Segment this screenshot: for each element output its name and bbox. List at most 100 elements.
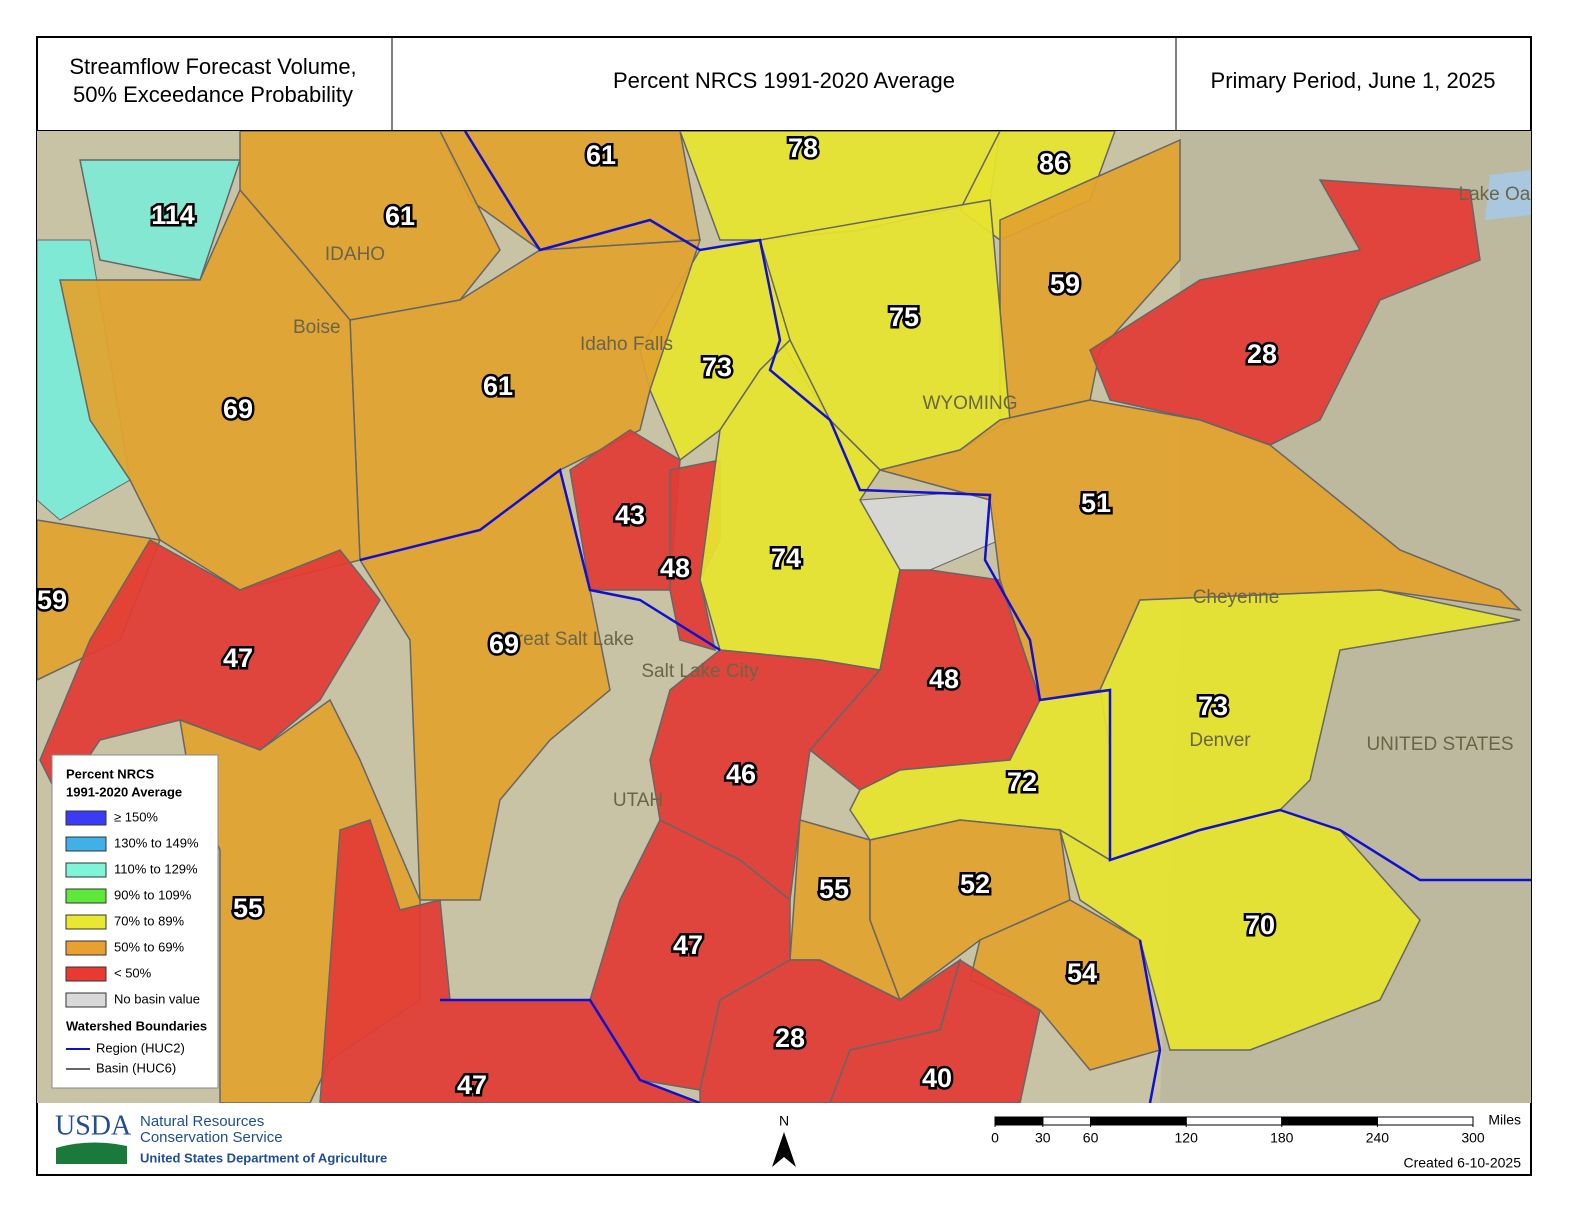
place-name: Boise: [293, 317, 341, 338]
legend-swatch: [65, 862, 107, 878]
north-arrow: [772, 1132, 796, 1167]
scale-segment: [994, 1116, 1044, 1126]
legend-title: Percent NRCS: [66, 766, 154, 781]
place-name: Salt Lake City: [641, 661, 759, 682]
scale-label: 60: [1083, 1130, 1099, 1146]
scale-segment: [1185, 1116, 1283, 1126]
scale-segment: [1042, 1116, 1092, 1126]
basin-value: 48: [660, 553, 690, 583]
basin-value: 70: [1245, 910, 1275, 940]
basin-value: 75: [889, 302, 919, 332]
basin-value: 40: [922, 1063, 952, 1093]
scale-unit: Miles: [1488, 1112, 1521, 1128]
subtitle: Percent NRCS 1991-2020 Average: [613, 68, 955, 93]
legend-label: ≥ 150%: [114, 809, 158, 824]
title: 50% Exceedance Probability: [73, 82, 353, 107]
basin-value: 55: [819, 874, 849, 904]
basin-value: 61: [586, 140, 616, 170]
legend-label: Region (HUC2): [96, 1040, 185, 1055]
legend-title: 1991-2020 Average: [66, 784, 182, 799]
basin-value: 59: [37, 585, 67, 615]
basin-value: 114: [151, 200, 195, 230]
legend-swatch: [65, 940, 107, 956]
agency: Conservation Service: [140, 1129, 283, 1146]
basin-value: 52: [960, 869, 990, 899]
scale-label: 240: [1366, 1130, 1390, 1146]
basin-value: 47: [457, 1070, 487, 1100]
legend-label: Basin (HUC6): [96, 1060, 176, 1075]
place-name: Lake Oahe: [1459, 184, 1552, 205]
basin-value: 51: [1081, 488, 1111, 518]
legend-swatch: [65, 836, 107, 852]
basin-value: 61: [385, 201, 415, 231]
scale-label: 180: [1270, 1130, 1294, 1146]
basin-value: 69: [489, 629, 519, 659]
department: United States Department of Agriculture: [140, 1150, 387, 1165]
logo-field: [56, 1142, 127, 1164]
basin-value: 48: [929, 664, 959, 694]
scale-label: 300: [1461, 1130, 1485, 1146]
scale-segment: [1376, 1116, 1474, 1126]
legend-label: 110% to 129%: [114, 861, 198, 876]
place-name: IDAHO: [325, 244, 385, 265]
usda-logo: USDA: [55, 1110, 132, 1141]
scale-label: 30: [1035, 1130, 1051, 1146]
basin-value: 78: [788, 133, 818, 163]
place-name: Denver: [1189, 730, 1251, 751]
place-name: UTAH: [613, 790, 663, 811]
place-name: Great Salt Lake: [502, 629, 634, 650]
basin: [829, 958, 1041, 1103]
place-name: Cheyenne: [1193, 587, 1280, 608]
place-name: Idaho Falls: [580, 334, 673, 355]
legend-swatch: [65, 810, 107, 826]
basin-value: 46: [726, 759, 756, 789]
legend-swatch: [65, 992, 107, 1008]
basin-value: 59: [1050, 269, 1080, 299]
basin: [699, 338, 901, 671]
boundaries: [359, 131, 1531, 1103]
basin-value: 73: [702, 352, 732, 382]
legend-subtitle: Watershed Boundaries: [66, 1018, 207, 1033]
region-line: [440, 939, 1162, 1103]
scale-label: 0: [991, 1130, 999, 1146]
basin-value: 74: [771, 543, 801, 573]
agency: Natural Resources: [140, 1113, 264, 1130]
basin-value: 55: [233, 893, 263, 923]
lake: [1485, 170, 1531, 220]
scale-segment: [1281, 1116, 1378, 1126]
region-line: [359, 467, 721, 652]
basin-value: 28: [1247, 339, 1277, 369]
place-name: WYOMING: [923, 393, 1018, 414]
region-line: [463, 131, 1531, 882]
footer: USDA Natural Resources Conservation Serv…: [55, 1110, 1521, 1170]
legend-label: < 50%: [114, 965, 152, 980]
scale-segment: [1090, 1116, 1187, 1126]
basin-value: 28: [775, 1023, 805, 1053]
legend-label: 50% to 69%: [114, 939, 185, 954]
title: Streamflow Forecast Volume,: [69, 54, 356, 79]
basin-value: 61: [483, 371, 513, 401]
legend-label: 70% to 89%: [114, 913, 185, 928]
basin-value: 47: [223, 643, 253, 673]
basin-value: 72: [1007, 767, 1037, 797]
basin-value: 54: [1067, 958, 1097, 988]
scale-label: 120: [1175, 1130, 1199, 1146]
basin-value: 86: [1039, 148, 1069, 178]
legend-swatch: [65, 888, 107, 904]
basin-value: 73: [1198, 691, 1228, 721]
legend: Percent NRCS 1991-2020 Average Watershed…: [51, 754, 219, 1089]
legend-swatch: [65, 914, 107, 930]
basin-value: 43: [615, 500, 645, 530]
basin-value: 69: [223, 394, 253, 424]
basin-value: 47: [673, 930, 703, 960]
legend-label: 130% to 149%: [114, 835, 199, 850]
map: Boise Idaho Falls IDAHO WYOMING Salt Lake Ci…: [37, 131, 1552, 1103]
created: Created 6-10-2025: [1403, 1155, 1521, 1171]
north-label: N: [779, 1113, 789, 1129]
legend-swatch: [65, 966, 107, 982]
legend-label: No basin value: [114, 991, 200, 1006]
period: Primary Period, June 1, 2025: [1211, 68, 1496, 93]
legend-label: 90% to 109%: [114, 887, 192, 902]
place-name: UNITED STATES: [1366, 734, 1513, 755]
